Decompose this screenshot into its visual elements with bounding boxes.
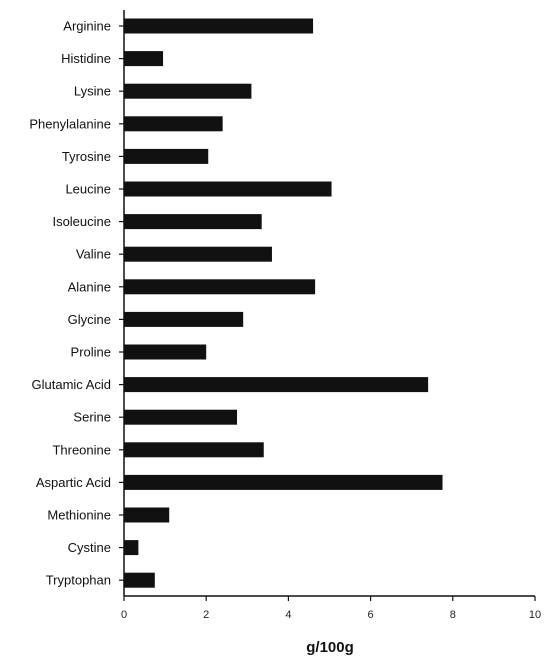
x-tick-label-0: 0 — [121, 609, 127, 621]
x-tick-label-1: 2 — [203, 609, 209, 621]
bar-glycine — [124, 311, 244, 327]
axes-group — [119, 10, 535, 597]
x-tick-label-5: 10 — [529, 609, 541, 621]
category-label-arginine: Arginine — [63, 19, 111, 34]
category-label-leucine: Leucine — [65, 182, 111, 197]
bar-threonine — [124, 442, 264, 458]
bar-tyrosine — [124, 148, 209, 164]
bar-arginine — [124, 18, 314, 34]
category-label-glutamic-acid: Glutamic Acid — [32, 377, 111, 392]
bar-isoleucine — [124, 214, 262, 230]
bar-phenylalanine — [124, 116, 223, 132]
bars-group — [124, 18, 443, 588]
category-label-isoleucine: Isoleucine — [52, 214, 111, 229]
category-label-serine: Serine — [73, 410, 111, 425]
bar-serine — [124, 409, 238, 425]
x-tick-label-3: 6 — [368, 609, 374, 621]
category-label-aspartic-acid: Aspartic Acid — [36, 475, 111, 490]
category-label-tyrosine: Tyrosine — [62, 149, 111, 164]
category-label-lysine: Lysine — [74, 84, 111, 99]
category-labels-group: Arginine Histidine Lysine Phenylalanine Tyro… — [29, 19, 111, 588]
category-label-proline: Proline — [71, 345, 111, 360]
bar-proline — [124, 344, 207, 360]
category-label-alanine: Alanine — [68, 279, 111, 294]
x-ticks-group: 0 2 4 6 8 10 — [121, 596, 541, 621]
bar-cystine — [124, 540, 139, 556]
category-label-glycine: Glycine — [68, 312, 111, 327]
category-label-methionine: Methionine — [47, 508, 111, 523]
x-tick-label-4: 8 — [450, 609, 456, 621]
x-tick-label-2: 4 — [285, 609, 291, 621]
category-label-threonine: Threonine — [52, 442, 111, 457]
bar-glutamic-acid — [124, 377, 429, 393]
bar-lysine — [124, 83, 252, 99]
category-label-valine: Valine — [76, 247, 111, 262]
category-label-cystine: Cystine — [68, 540, 111, 555]
category-label-tryptophan: Tryptophan — [46, 573, 111, 588]
bar-leucine — [124, 181, 332, 197]
bar-aspartic-acid — [124, 474, 443, 490]
category-label-phenylalanine: Phenylalanine — [29, 116, 111, 131]
category-label-histidine: Histidine — [61, 51, 111, 66]
bar-tryptophan — [124, 572, 155, 588]
bar-methionine — [124, 507, 170, 523]
bar-histidine — [124, 51, 164, 67]
bar-valine — [124, 246, 272, 262]
bar-alanine — [124, 279, 316, 295]
x-axis-title: g/100g — [306, 639, 354, 656]
